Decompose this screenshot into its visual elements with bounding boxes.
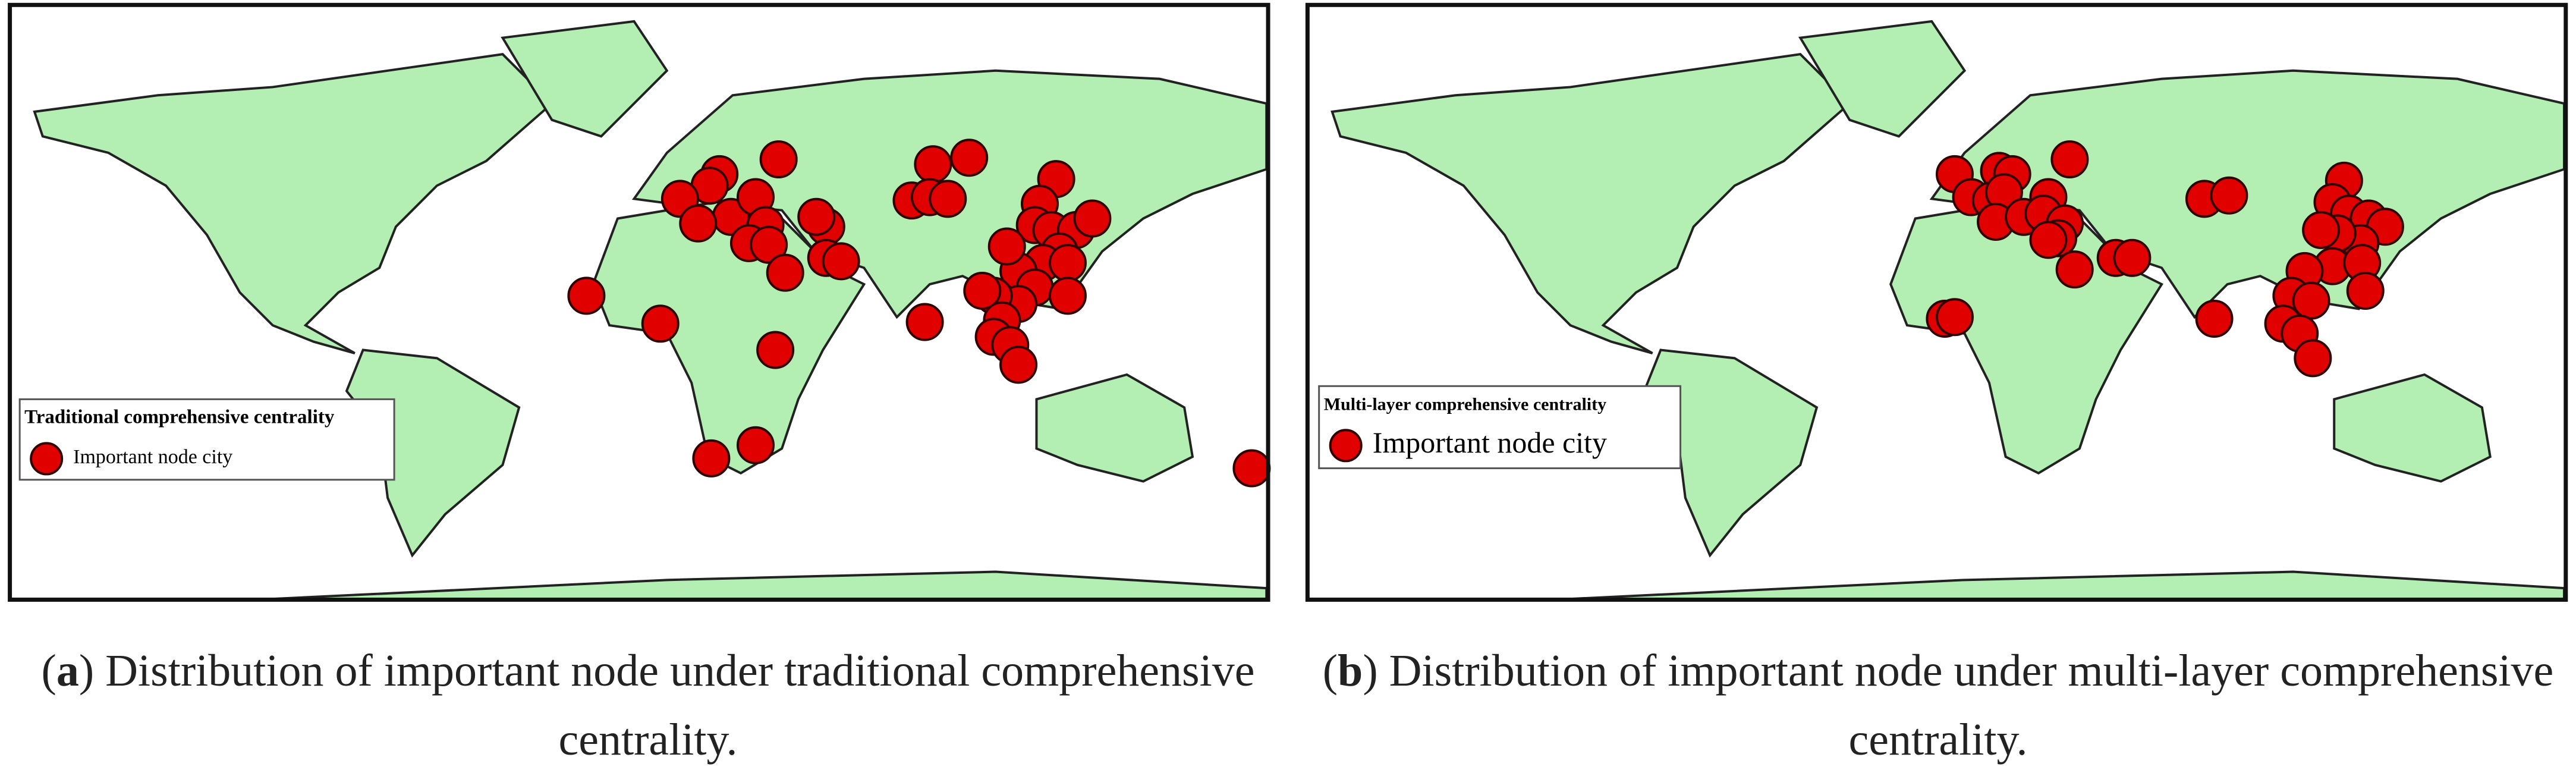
legend-label: Important node city bbox=[1373, 426, 1607, 459]
caption-a: (a) Distribution of important node under… bbox=[24, 636, 1272, 774]
caption-label: b bbox=[1338, 646, 1363, 696]
maps: Traditional comprehensive centrality Impo… bbox=[8, 2, 2568, 602]
city-dot bbox=[2113, 238, 2152, 277]
caption-text: ) Distribution of important node under m… bbox=[1363, 646, 2554, 765]
caption-open: ( bbox=[1322, 646, 1338, 696]
city-dot bbox=[567, 277, 606, 315]
city-dot bbox=[2210, 176, 2248, 215]
continent bbox=[33, 53, 554, 354]
continent bbox=[1798, 20, 1967, 138]
city-dot bbox=[679, 204, 718, 243]
city-dot bbox=[1935, 298, 1974, 337]
continent bbox=[1331, 53, 1852, 354]
continent bbox=[1553, 570, 2566, 600]
city-dot bbox=[950, 139, 989, 177]
city-dot bbox=[756, 331, 795, 369]
map-frame bbox=[8, 2, 1270, 602]
continent bbox=[1035, 373, 1194, 483]
caption-open: ( bbox=[41, 646, 56, 696]
city-dot bbox=[822, 242, 860, 281]
legend-label: Important node city bbox=[73, 446, 232, 468]
city-dot bbox=[929, 180, 967, 218]
continent bbox=[2333, 373, 2492, 483]
city-dot bbox=[905, 303, 944, 341]
legend-dot bbox=[1329, 429, 1363, 463]
city-dot bbox=[999, 345, 1038, 384]
map-frame bbox=[1305, 2, 2568, 602]
city-dot bbox=[736, 426, 775, 464]
continent bbox=[501, 20, 669, 138]
legend-box bbox=[18, 398, 395, 481]
city-dot bbox=[759, 140, 798, 179]
legend-title: Multi-layer comprehensive centrality bbox=[1324, 394, 1606, 414]
caption-label: a bbox=[56, 646, 79, 696]
city-dot bbox=[766, 253, 804, 292]
city-dot bbox=[914, 145, 952, 184]
city-dot bbox=[797, 197, 836, 236]
city-dot bbox=[2346, 272, 2385, 310]
caption-b: (b) Distribution of important node under… bbox=[1314, 636, 2562, 774]
city-dot bbox=[2050, 140, 2089, 179]
city-dot bbox=[1073, 199, 1112, 238]
city-dot bbox=[641, 304, 680, 343]
legend-dot bbox=[30, 442, 64, 476]
city-dot bbox=[2302, 211, 2341, 249]
city-dot bbox=[1048, 244, 1087, 282]
city-dot bbox=[987, 227, 1026, 266]
map: Multi-layer comprehensive centrality Impo… bbox=[1305, 2, 2568, 602]
continent bbox=[256, 570, 1268, 600]
city-dot bbox=[2195, 300, 2234, 338]
city-dot bbox=[2029, 221, 2068, 259]
city-dot bbox=[1232, 449, 1271, 488]
city-dot bbox=[963, 272, 1002, 310]
legend-title: Traditional comprehensive centrality bbox=[24, 406, 335, 428]
continent bbox=[1889, 200, 2163, 475]
city-dot bbox=[692, 439, 731, 477]
city-dot bbox=[750, 225, 788, 264]
city-dot bbox=[1048, 277, 1087, 315]
city-dot bbox=[2294, 339, 2332, 378]
map: Traditional comprehensive centrality Impo… bbox=[8, 2, 1271, 602]
legend-box bbox=[1318, 385, 1682, 469]
city-dot bbox=[2055, 250, 2094, 289]
caption-text: ) Distribution of important node under t… bbox=[78, 646, 1255, 765]
